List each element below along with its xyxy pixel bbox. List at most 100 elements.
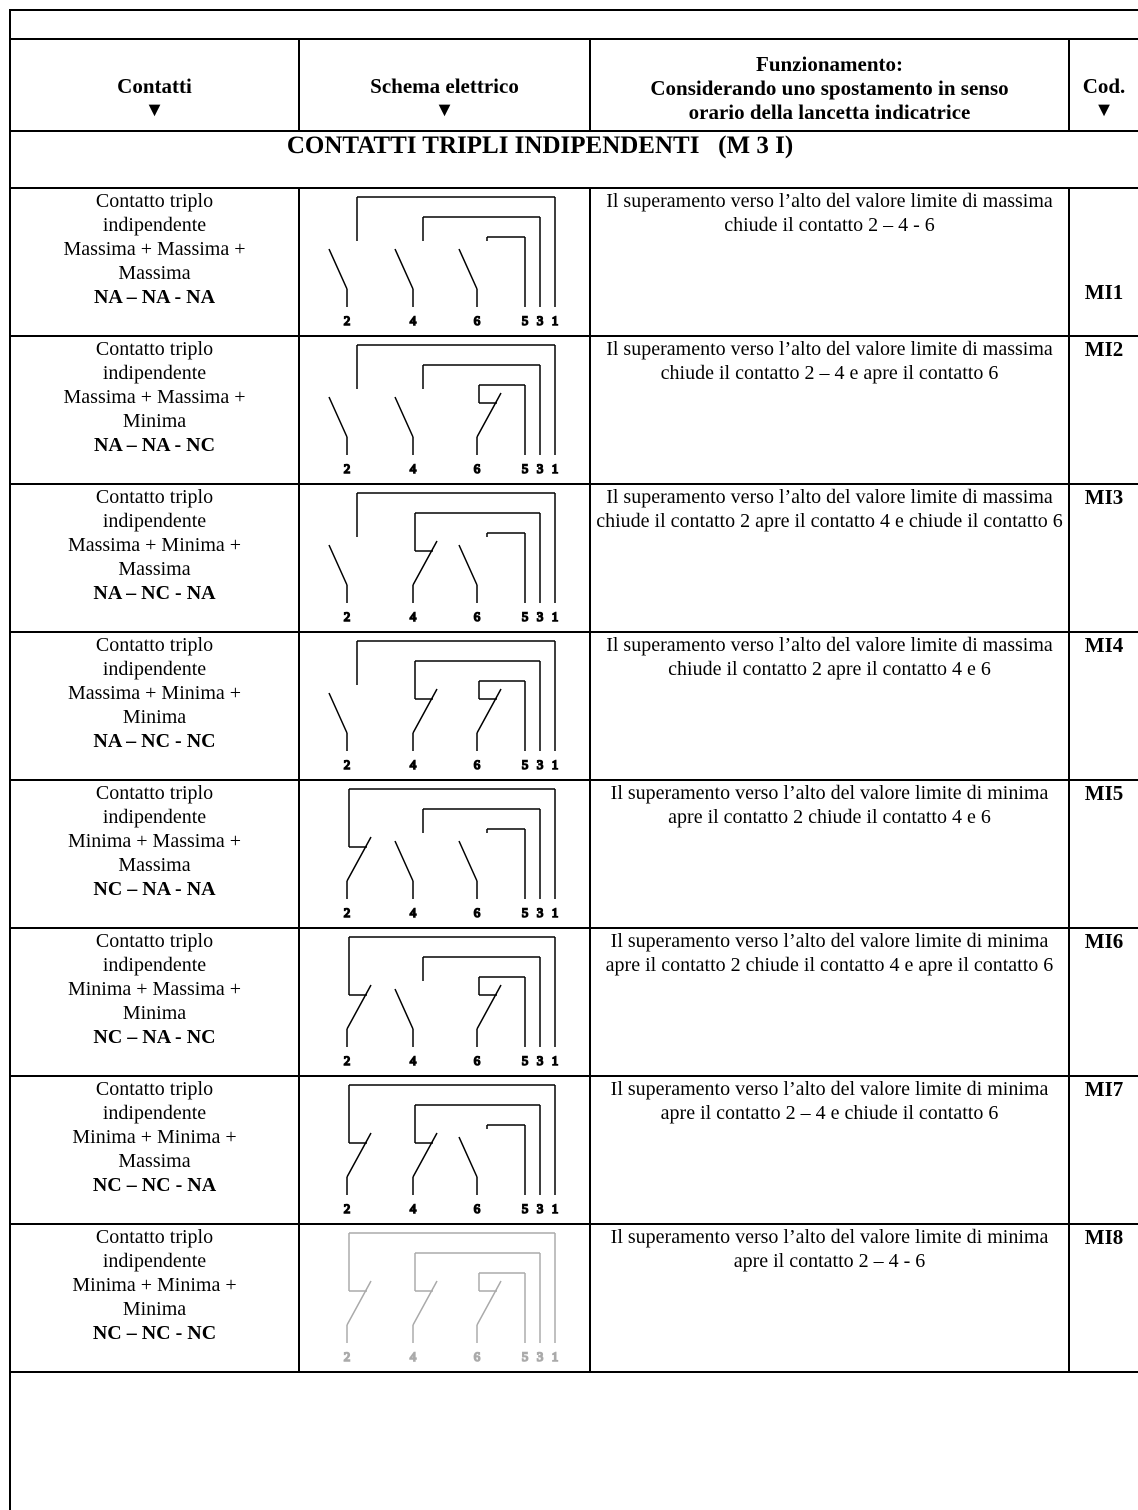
contatti-line: indipendente <box>102 1102 207 1124</box>
terminal-label: 5 <box>521 757 528 772</box>
funzionamento-cell: Il superamento verso l’alto del valore l… <box>589 1075 1070 1225</box>
funzionamento-cell: Il superamento verso l’alto del valore l… <box>589 187 1070 337</box>
contatti-line: indipendente <box>102 954 207 976</box>
switch-blade-open <box>457 248 478 290</box>
contatti-line: Minima + Massima + <box>67 978 242 1000</box>
contatti-cell: Contatto triplo indipendente Minima + Mass… <box>9 779 300 929</box>
contatti-line: indipendente <box>102 658 207 680</box>
section-cod-cell <box>1069 130 1138 189</box>
header-schema: Schema elettrico ▼ <box>298 38 591 132</box>
frame-top-line <box>9 9 1138 11</box>
contatti-cell: Contatto triplo indipendente Minima + Mass… <box>9 927 300 1077</box>
terminal-label: 4 <box>409 1349 416 1364</box>
terminal-label: 3 <box>536 1349 543 1364</box>
contacts-table: Contatti ▼ Schema elettrico ▼ Funzioname… <box>9 38 1138 1392</box>
terminal-label: 4 <box>409 1201 416 1216</box>
contatti-line: Minima <box>122 1298 187 1320</box>
switch-blade-open <box>327 396 348 438</box>
header-funzionamento-line3: orario della lancetta indicatrice <box>688 100 971 124</box>
switch-blade-open <box>393 988 414 1030</box>
switch-blade-open <box>327 248 348 290</box>
funzionamento-cell: Il superamento verso l’alto del valore l… <box>589 927 1070 1077</box>
table-row: Contatto triplo indipendente Minima + Mini… <box>9 1223 1138 1373</box>
terminal-label: 3 <box>536 609 543 624</box>
terminal-label: 1 <box>551 609 558 624</box>
contatti-line: Massima <box>118 558 191 580</box>
table-row: Contatto triplo indipendente Massima + Min… <box>9 631 1138 781</box>
terminal-label: 5 <box>521 1349 528 1364</box>
terminal-label: 4 <box>409 1053 416 1068</box>
switch-blade-closed <box>411 1132 438 1178</box>
switch-blade-closed <box>475 1280 502 1326</box>
table-row: Contatto triplo indipendente Minima + Mini… <box>9 1075 1138 1225</box>
code-cell: MI8 <box>1068 1223 1138 1373</box>
section-row: CONTATTI TRIPLI INDIPENDENTI (M 3 I) <box>9 130 1138 189</box>
contatti-line: Contatto triplo <box>95 1078 214 1100</box>
switch-blade-closed <box>345 1280 372 1326</box>
contatti-line: Contatto triplo <box>95 782 214 804</box>
terminal-label: 3 <box>536 757 543 772</box>
funzionamento-cell: Il superamento verso l’alto del valore l… <box>589 779 1070 929</box>
contatti-cell: Contatto triplo indipendente Massima + Mas… <box>9 187 300 337</box>
switch-blade-closed <box>411 688 438 734</box>
terminal-label: 4 <box>409 609 416 624</box>
switch-blade-closed <box>475 984 502 1030</box>
contact-type: NC – NA - NA <box>93 878 216 900</box>
header-funzionamento: Funzionamento: Considerando uno spostame… <box>589 38 1070 132</box>
switch-blade-open <box>393 248 414 290</box>
terminal-label: 5 <box>521 461 528 476</box>
table-row: Contatto triplo indipendente Minima + Mass… <box>9 779 1138 929</box>
header-row: Contatti ▼ Schema elettrico ▼ Funzioname… <box>9 38 1138 132</box>
contatti-line: indipendente <box>102 510 207 532</box>
contatti-line: Contatto triplo <box>95 930 214 952</box>
terminal-label: 6 <box>473 609 480 624</box>
terminal-label: 3 <box>536 1201 543 1216</box>
header-cod: Cod. ▼ <box>1068 38 1138 132</box>
contatti-cell: Contatto triplo indipendente Minima + Mini… <box>9 1223 300 1373</box>
terminal-label: 2 <box>343 1053 350 1068</box>
contatti-line: indipendente <box>102 362 207 384</box>
terminal-label: 4 <box>409 461 416 476</box>
switch-blade-open <box>393 840 414 882</box>
switch-blade-closed <box>475 688 502 734</box>
terminal-label: 1 <box>551 461 558 476</box>
terminal-label: 2 <box>343 1201 350 1216</box>
terminal-label: 1 <box>551 313 558 328</box>
section-title: CONTATTI TRIPLI INDIPENDENTI (M 3 I) <box>9 130 1069 189</box>
switch-blade-closed <box>411 540 438 586</box>
funzionamento-cell: Il superamento verso l’alto del valore l… <box>589 483 1070 633</box>
contatti-line: Contatto triplo <box>95 634 214 656</box>
funzionamento-cell: Il superamento verso l’alto del valore l… <box>589 335 1070 485</box>
contatti-line: indipendente <box>102 806 207 828</box>
code-cell: MI5 <box>1068 779 1138 929</box>
contatti-line: Minima <box>122 410 187 432</box>
contact-type: NC – NC - NC <box>92 1322 217 1344</box>
switch-blade-open <box>457 840 478 882</box>
contatti-line: Contatto triplo <box>95 338 214 360</box>
terminal-label: 6 <box>473 905 480 920</box>
terminal-label: 4 <box>409 757 416 772</box>
terminal-label: 1 <box>551 1349 558 1364</box>
contatti-cell: Contatto triplo indipendente Massima + Mas… <box>9 335 300 485</box>
contatti-line: Massima <box>118 854 191 876</box>
down-arrow-icon: ▼ <box>144 99 165 121</box>
terminal-label: 2 <box>343 609 350 624</box>
table-row: Contatto triplo indipendente Massima + Min… <box>9 483 1138 633</box>
header-contatti-label: Contatti <box>117 74 192 98</box>
funzionamento-cell: Il superamento verso l’alto del valore l… <box>589 631 1070 781</box>
contatti-cell: Contatto triplo indipendente Massima + Min… <box>9 483 300 633</box>
terminal-label: 3 <box>536 313 543 328</box>
contact-type: NA – NA - NA <box>93 286 216 308</box>
contatti-line: Massima + Minima + <box>67 534 242 556</box>
header-funzionamento-line2: Considerando uno spostamento in senso <box>650 76 1009 100</box>
contact-type: NA – NC - NC <box>93 730 216 752</box>
